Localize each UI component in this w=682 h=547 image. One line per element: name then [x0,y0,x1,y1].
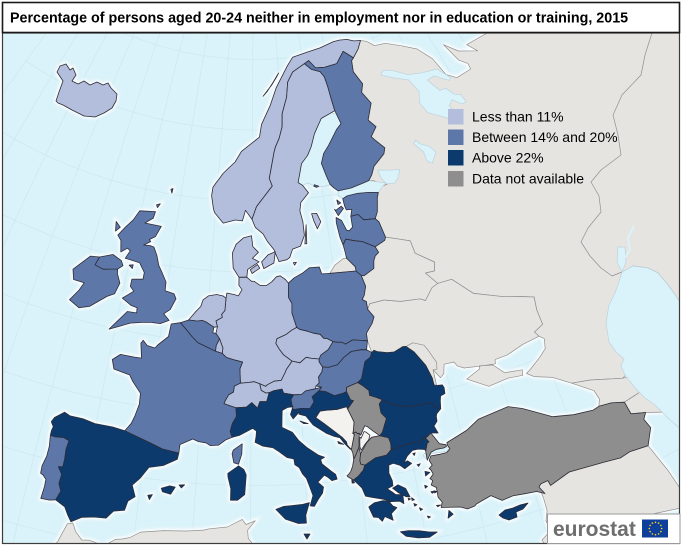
svg-text:Data not available: Data not available [472,171,584,187]
svg-text:Less than 11%: Less than 11% [472,109,564,125]
svg-text:Between 14% and 20%: Between 14% and 20% [472,129,618,145]
svg-text:Percentage of persons aged 20-: Percentage of persons aged 20-24 neither… [10,11,628,27]
svg-text:Above 22%: Above 22% [472,150,544,166]
svg-text:eurostat: eurostat [553,518,636,541]
